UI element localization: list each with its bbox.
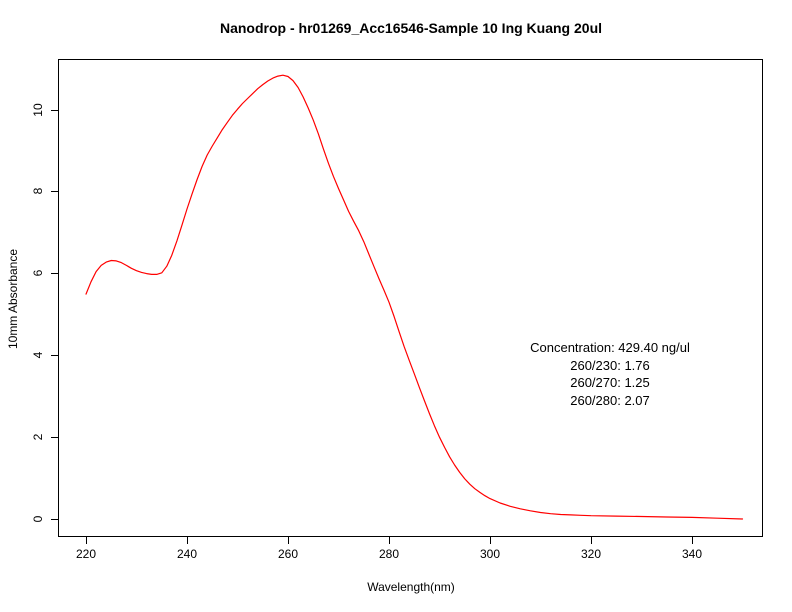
x-axis-label: Wavelength(nm) — [367, 580, 455, 594]
chart-title: Nanodrop - hr01269_Acc16546-Sample 10 In… — [219, 20, 603, 36]
x-tick-label: 300 — [479, 547, 501, 561]
x-tick-label: 260 — [277, 547, 299, 561]
y-axis-label: 10mm Absorbance — [6, 248, 20, 350]
y-tick-label: 2 — [31, 433, 45, 441]
x-tick-label: 320 — [580, 547, 602, 561]
x-tick-label: 280 — [378, 547, 400, 561]
y-tick-label: 10 — [31, 103, 45, 117]
annotation-ratio-260-280: 260/280: 2.07 — [570, 392, 650, 408]
y-axis-ticks — [51, 110, 58, 520]
x-axis-ticks — [86, 537, 693, 544]
x-tick-label: 240 — [176, 547, 198, 561]
y-tick-label: 8 — [31, 187, 45, 195]
annotation-concentration: Concentration: 429.40 ng/ul — [530, 340, 690, 355]
absorbance-curve — [85, 74, 744, 520]
y-tick-label: 0 — [31, 515, 45, 523]
annotation-ratio-260-270: 260/270: 1.25 — [570, 375, 650, 390]
plot-box — [58, 59, 763, 537]
y-tick-label: 4 — [31, 351, 45, 359]
annotation-ratio-260-230: 260/230: 1.76 — [570, 357, 650, 373]
annotation-block: Concentration: 429.40 ng/ul 260/230: 1.7… — [490, 339, 730, 409]
x-tick-label: 220 — [75, 547, 97, 561]
x-tick-label: 340 — [681, 547, 703, 561]
y-tick-label: 6 — [31, 269, 45, 277]
